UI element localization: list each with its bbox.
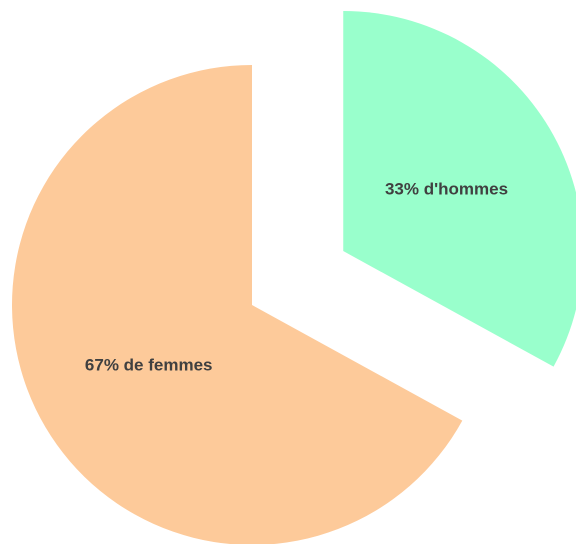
pie-slice [12, 65, 463, 544]
slice-label: 67% de femmes [85, 356, 213, 375]
pie-slice [343, 11, 576, 367]
slice-label: 33% d'hommes [385, 179, 508, 198]
